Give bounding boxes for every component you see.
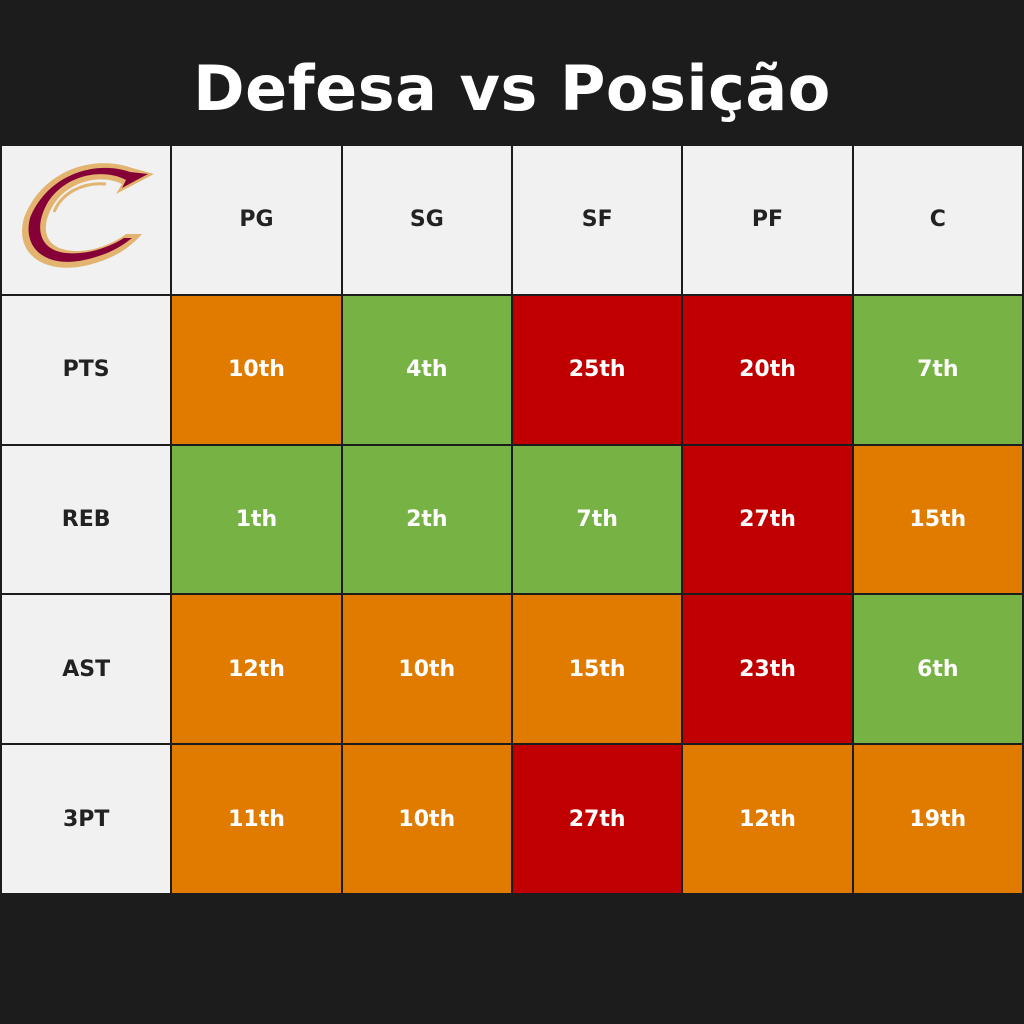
row-header-reb: REB [2, 445, 171, 594]
rank-cell: 27th [683, 445, 852, 594]
rank-cell: 6th [853, 595, 1022, 744]
rank-cell: 12th [683, 745, 852, 893]
column-header-sg: SG [342, 146, 511, 294]
rank-cell: 10th [342, 595, 511, 744]
row-header-ast: AST [2, 595, 171, 744]
cavaliers-c-logo-icon [22, 163, 154, 268]
rank-cell: 27th [512, 745, 682, 893]
page-title: Defesa vs Posição [193, 52, 831, 125]
rank-cell: 19th [853, 745, 1022, 893]
rank-cell: 10th [342, 745, 511, 893]
row-header-3pt: 3PT [2, 745, 171, 893]
rank-cell: 1th [172, 445, 341, 594]
rank-cell: 11th [172, 745, 341, 893]
column-header-pg: PG [172, 146, 341, 294]
rank-cell: 4th [342, 295, 511, 444]
rank-cell: 15th [853, 445, 1022, 594]
team-logo-cell [2, 146, 171, 294]
rank-cell: 20th [683, 295, 852, 444]
rank-cell: 15th [512, 595, 682, 744]
rank-cell: 12th [172, 595, 341, 744]
column-header-pf: PF [683, 146, 852, 294]
row-header-pts: PTS [2, 295, 171, 444]
rank-cell: 10th [172, 295, 341, 444]
column-header-sf: SF [512, 146, 682, 294]
rank-cell: 7th [512, 445, 682, 594]
column-header-c: C [853, 146, 1022, 294]
defense-table: PG SG SF PF C PTS 10th 4th 25th 20th 7th… [2, 146, 1022, 893]
rank-cell: 23th [683, 595, 852, 744]
rank-cell: 25th [512, 295, 682, 444]
rank-cell: 7th [853, 295, 1022, 444]
rank-cell: 2th [342, 445, 511, 594]
